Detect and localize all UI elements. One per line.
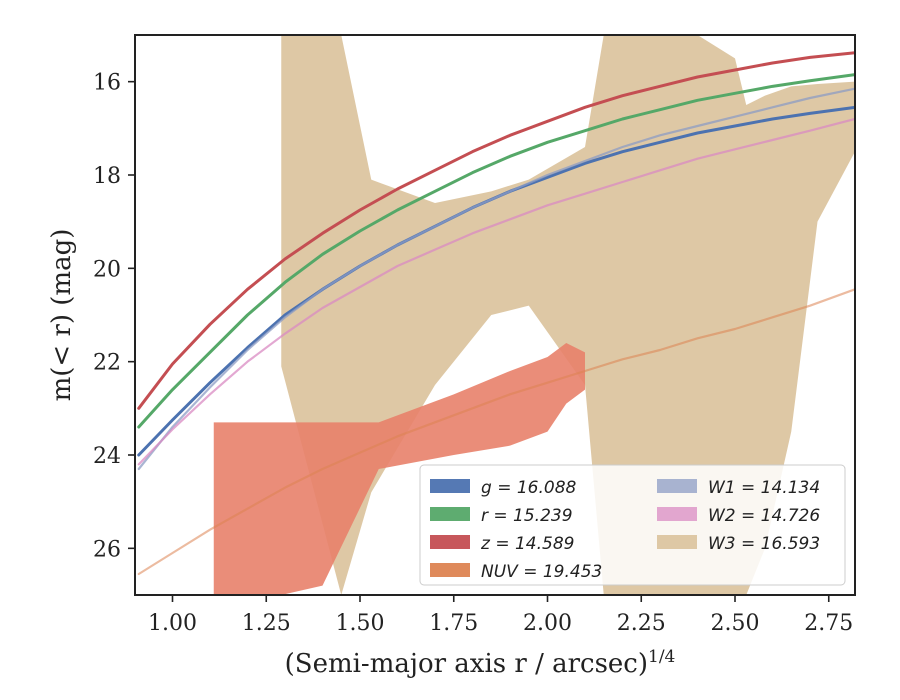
legend-label: g = 16.088 <box>481 478 577 498</box>
band-w3-16-593 <box>281 35 855 595</box>
legend-swatch <box>657 479 697 493</box>
series-line-z <box>137 51 855 410</box>
x-tick-label: 1.25 <box>242 611 291 636</box>
x-axis-label: (Semi-major axis r / arcsec)1/4 <box>285 647 676 679</box>
series-line-w2 <box>137 117 855 466</box>
legend-label: W2 = 14.726 <box>708 506 820 526</box>
x-tick-label: 2.25 <box>617 611 666 636</box>
y-tick-label: 22 <box>93 351 121 376</box>
legend-swatch <box>430 479 470 493</box>
band-nuv-band <box>213 343 585 595</box>
legend-label: z = 14.589 <box>480 534 574 554</box>
y-tick-label: 26 <box>93 537 121 562</box>
x-tick-label: 1.75 <box>429 611 478 636</box>
x-tick-label: 1.00 <box>148 611 197 636</box>
x-tick-label: 2.75 <box>804 611 853 636</box>
plot-frame <box>134 34 856 596</box>
x-tick-label: 1.50 <box>336 611 385 636</box>
y-tick-label: 18 <box>93 164 121 189</box>
legend: g = 16.088 r = 15.239 z = 14.589 NUV = 19.4… <box>419 464 846 586</box>
legend-label: NUV = 19.453 <box>481 562 602 582</box>
y-tick-label: 20 <box>93 257 121 282</box>
y-tick-label: 24 <box>93 444 121 469</box>
legend-swatch <box>657 507 697 521</box>
y-axis-label: m(< r) (mag) <box>47 229 77 402</box>
x-tick-label: 2.00 <box>523 611 572 636</box>
legend-frame <box>419 464 846 586</box>
x-tick-label: 2.50 <box>711 611 760 636</box>
legend-swatch <box>430 507 470 521</box>
series-line-r <box>137 73 855 429</box>
legend-swatch <box>430 535 470 549</box>
legend-label: W1 = 14.134 <box>708 478 820 498</box>
series-line-w1 <box>137 87 855 471</box>
legend-label: r = 15.239 <box>481 506 573 526</box>
legend-label: W3 = 16.593 <box>708 534 820 554</box>
legend-swatch <box>430 563 470 577</box>
y-tick-label: 16 <box>93 71 121 96</box>
legend-swatch <box>657 535 697 549</box>
series-line-nuv <box>137 288 855 576</box>
x-axis-label-exponent: 1/4 <box>648 647 675 667</box>
